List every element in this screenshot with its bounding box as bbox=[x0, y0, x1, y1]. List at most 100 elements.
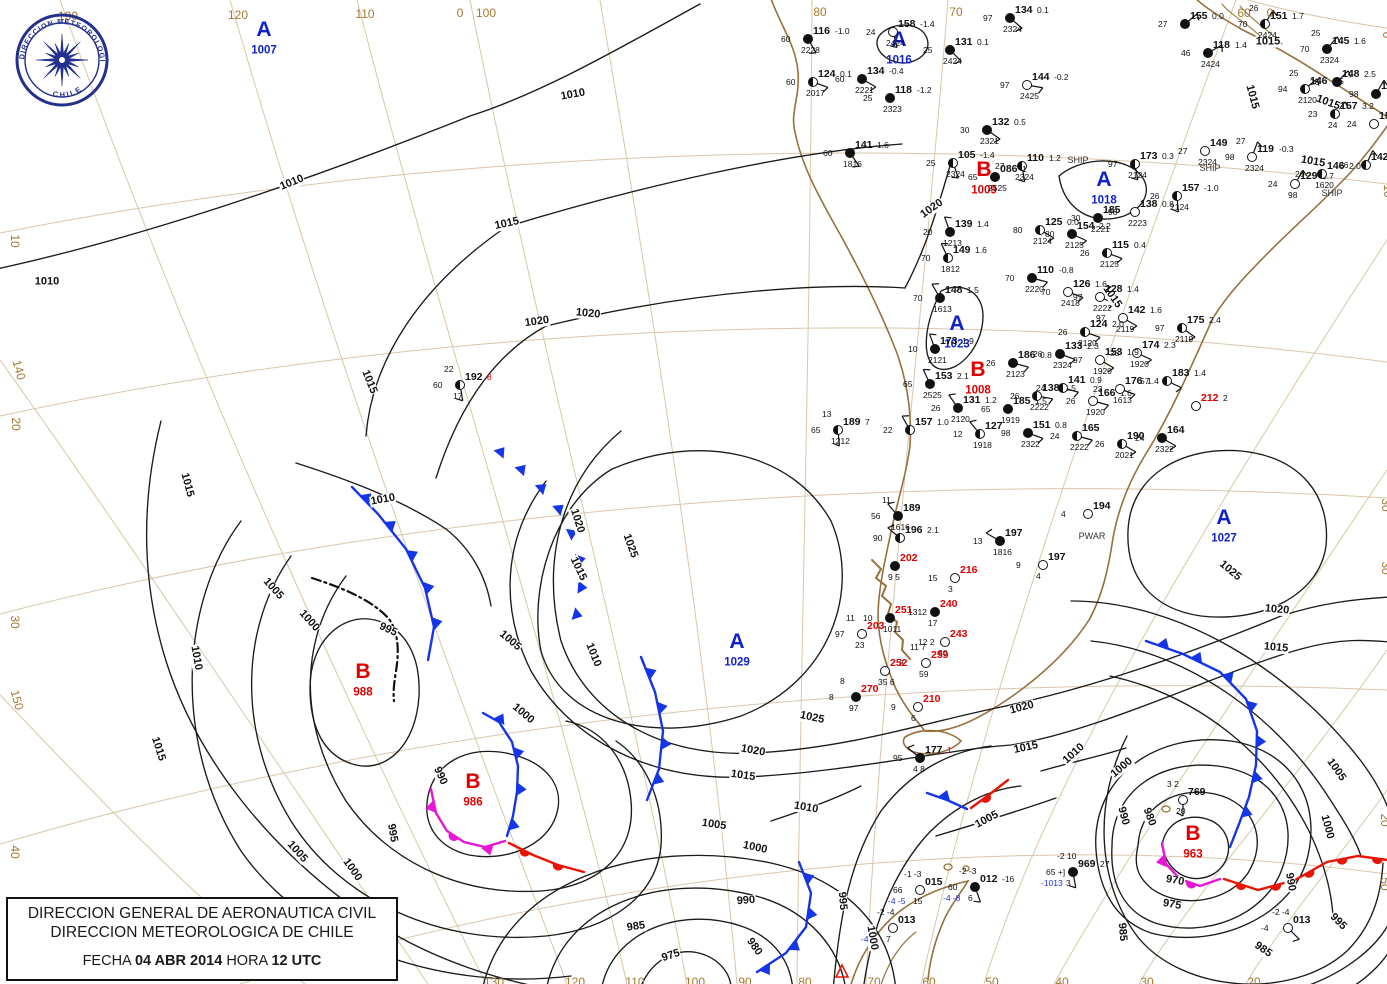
station-left-value: 26 bbox=[1010, 391, 1020, 401]
station-dewpoint: 2221 bbox=[855, 85, 874, 95]
station-left-value: 25 bbox=[923, 45, 933, 55]
pressure-tendency: 1.5 bbox=[967, 285, 979, 295]
station-left-value: 26 bbox=[931, 403, 941, 413]
station-circle bbox=[990, 172, 1000, 182]
station-dewpoint: 1816 bbox=[843, 159, 862, 169]
station-left-value: 8 bbox=[829, 692, 834, 702]
station-circle bbox=[1038, 560, 1048, 570]
station-dewpoint: 2220 bbox=[1025, 284, 1044, 294]
station-dewpoint: 2124 bbox=[1128, 170, 1147, 180]
station-dewpoint: 1920 bbox=[1086, 407, 1105, 417]
station-dewpoint: 2222 bbox=[1093, 303, 1112, 313]
station-circle bbox=[1191, 401, 1201, 411]
pressure-tendency: 2.2 bbox=[1099, 221, 1111, 231]
station-pressure: 210 bbox=[923, 693, 941, 705]
pressure-tendency: -0.3 bbox=[1279, 144, 1294, 154]
pressure-tendency: 0.8 bbox=[1162, 199, 1174, 209]
station-blue-value: -4 -5 bbox=[888, 896, 906, 906]
coastline bbox=[770, 0, 1387, 984]
station-pressure: 212 bbox=[1201, 392, 1219, 404]
station-circle bbox=[1180, 19, 1190, 29]
station-circle bbox=[833, 425, 843, 435]
graticule-label: 100 bbox=[684, 975, 706, 984]
station-circle bbox=[1132, 348, 1142, 358]
isobar-label: 1015 bbox=[1254, 35, 1282, 48]
pressure-tendency: 2.4 bbox=[1209, 315, 1221, 325]
station-circle bbox=[1330, 109, 1340, 119]
pressure-tendency: 8 bbox=[487, 372, 492, 382]
station-blue-value: -4 bbox=[861, 934, 869, 944]
station-pressure: 151 bbox=[1270, 10, 1288, 22]
station-dewpoint: 1212 bbox=[831, 436, 850, 446]
station-blue-value: -4 -8 bbox=[943, 893, 961, 903]
pressure-tendency: -1.0 bbox=[835, 26, 850, 36]
svg-text:CHILE: CHILE bbox=[52, 84, 84, 100]
pressure-tendency: 1.2 bbox=[985, 395, 997, 405]
graticule-label: 10 bbox=[8, 234, 22, 248]
station-left-value: 57 bbox=[1140, 376, 1150, 386]
graticule-label: 90 bbox=[738, 975, 752, 984]
station-circle bbox=[1063, 287, 1073, 297]
high-center-letter: A bbox=[729, 630, 745, 653]
station-circle bbox=[930, 344, 940, 354]
station-pressure: 134 bbox=[1015, 4, 1033, 16]
station-pressure: 176 bbox=[1125, 375, 1143, 387]
station-temp: 25 bbox=[1289, 68, 1299, 78]
station-left-value: 23 bbox=[1093, 384, 1103, 394]
station-pressure: 196 bbox=[905, 524, 923, 536]
station-pressure: 270 bbox=[861, 683, 879, 695]
station-left-value: 30 bbox=[1071, 213, 1081, 223]
station-circle bbox=[1178, 795, 1188, 805]
station-pressure: 125 bbox=[1045, 216, 1063, 228]
station-circle bbox=[851, 692, 861, 702]
station-left-value: 70 bbox=[1238, 19, 1248, 29]
station-circle bbox=[885, 613, 895, 623]
low-center-letter: B bbox=[1185, 822, 1201, 845]
graticule-label: 0 bbox=[456, 6, 464, 20]
station-dewpoint: 24 bbox=[1328, 120, 1338, 130]
pressure-tendency: 0.8 bbox=[1040, 350, 1052, 360]
isobar-label: 1010 bbox=[33, 275, 61, 288]
station-pressure: 173 bbox=[940, 335, 958, 347]
station-pressure: 153 bbox=[1379, 110, 1387, 122]
station-temp: 22 bbox=[444, 364, 454, 374]
station-circle bbox=[1035, 225, 1045, 235]
station-pressure: 166 bbox=[1098, 387, 1116, 399]
station-pressure: 202 bbox=[900, 552, 918, 564]
pressure-tendency: 1.4 bbox=[977, 219, 989, 229]
station-pressure: 118 bbox=[895, 84, 912, 96]
station-pressure: 137 bbox=[1381, 80, 1387, 92]
station-dewpoint: 1011 bbox=[883, 624, 902, 634]
station-circle bbox=[1027, 273, 1037, 283]
station-dewpoint: 15 bbox=[913, 896, 923, 906]
station-dewpoint: 2119 bbox=[1175, 334, 1194, 344]
station-left-value: 27 bbox=[1158, 19, 1168, 29]
station-circle bbox=[1117, 439, 1127, 449]
station-pressure: 146 bbox=[1327, 160, 1345, 172]
station-left-value: 26 bbox=[986, 358, 996, 368]
pressure-tendency: 1 bbox=[1022, 164, 1027, 174]
station-pressure: 142 bbox=[1371, 151, 1387, 163]
pressure-tendency: 0.3 bbox=[1162, 151, 1174, 161]
station-left-value: 60 bbox=[835, 74, 845, 84]
station-dewpoint: 20 bbox=[1176, 806, 1186, 816]
station-left-value: 23 bbox=[1308, 109, 1318, 119]
station-dewpoint: 2425 bbox=[1020, 91, 1039, 101]
station-dewpoint: 97 bbox=[849, 703, 859, 713]
graticule-label: 130 bbox=[483, 975, 505, 984]
station-circle bbox=[970, 882, 980, 892]
station-name-label: SHIP bbox=[1067, 155, 1089, 165]
station-left-value: 26 bbox=[1033, 349, 1043, 359]
station-dewpoint: 1816 bbox=[993, 547, 1012, 557]
station-pressure: 139 bbox=[955, 218, 973, 230]
graticule-label: 50 bbox=[985, 975, 999, 984]
station-dewpoint: 2120 bbox=[1078, 338, 1097, 348]
pressure-tendency: -1.2 bbox=[917, 85, 932, 95]
pressure-tendency: -16 bbox=[1002, 874, 1015, 884]
station-pressure: 154 bbox=[1077, 220, 1095, 232]
station-temp: -2 10 bbox=[1057, 851, 1077, 861]
station-name-label: PWAR bbox=[1078, 531, 1106, 541]
station-circle bbox=[1088, 396, 1098, 406]
station-circle bbox=[1300, 84, 1310, 94]
pressure-tendency: 1.7 bbox=[1292, 11, 1304, 21]
